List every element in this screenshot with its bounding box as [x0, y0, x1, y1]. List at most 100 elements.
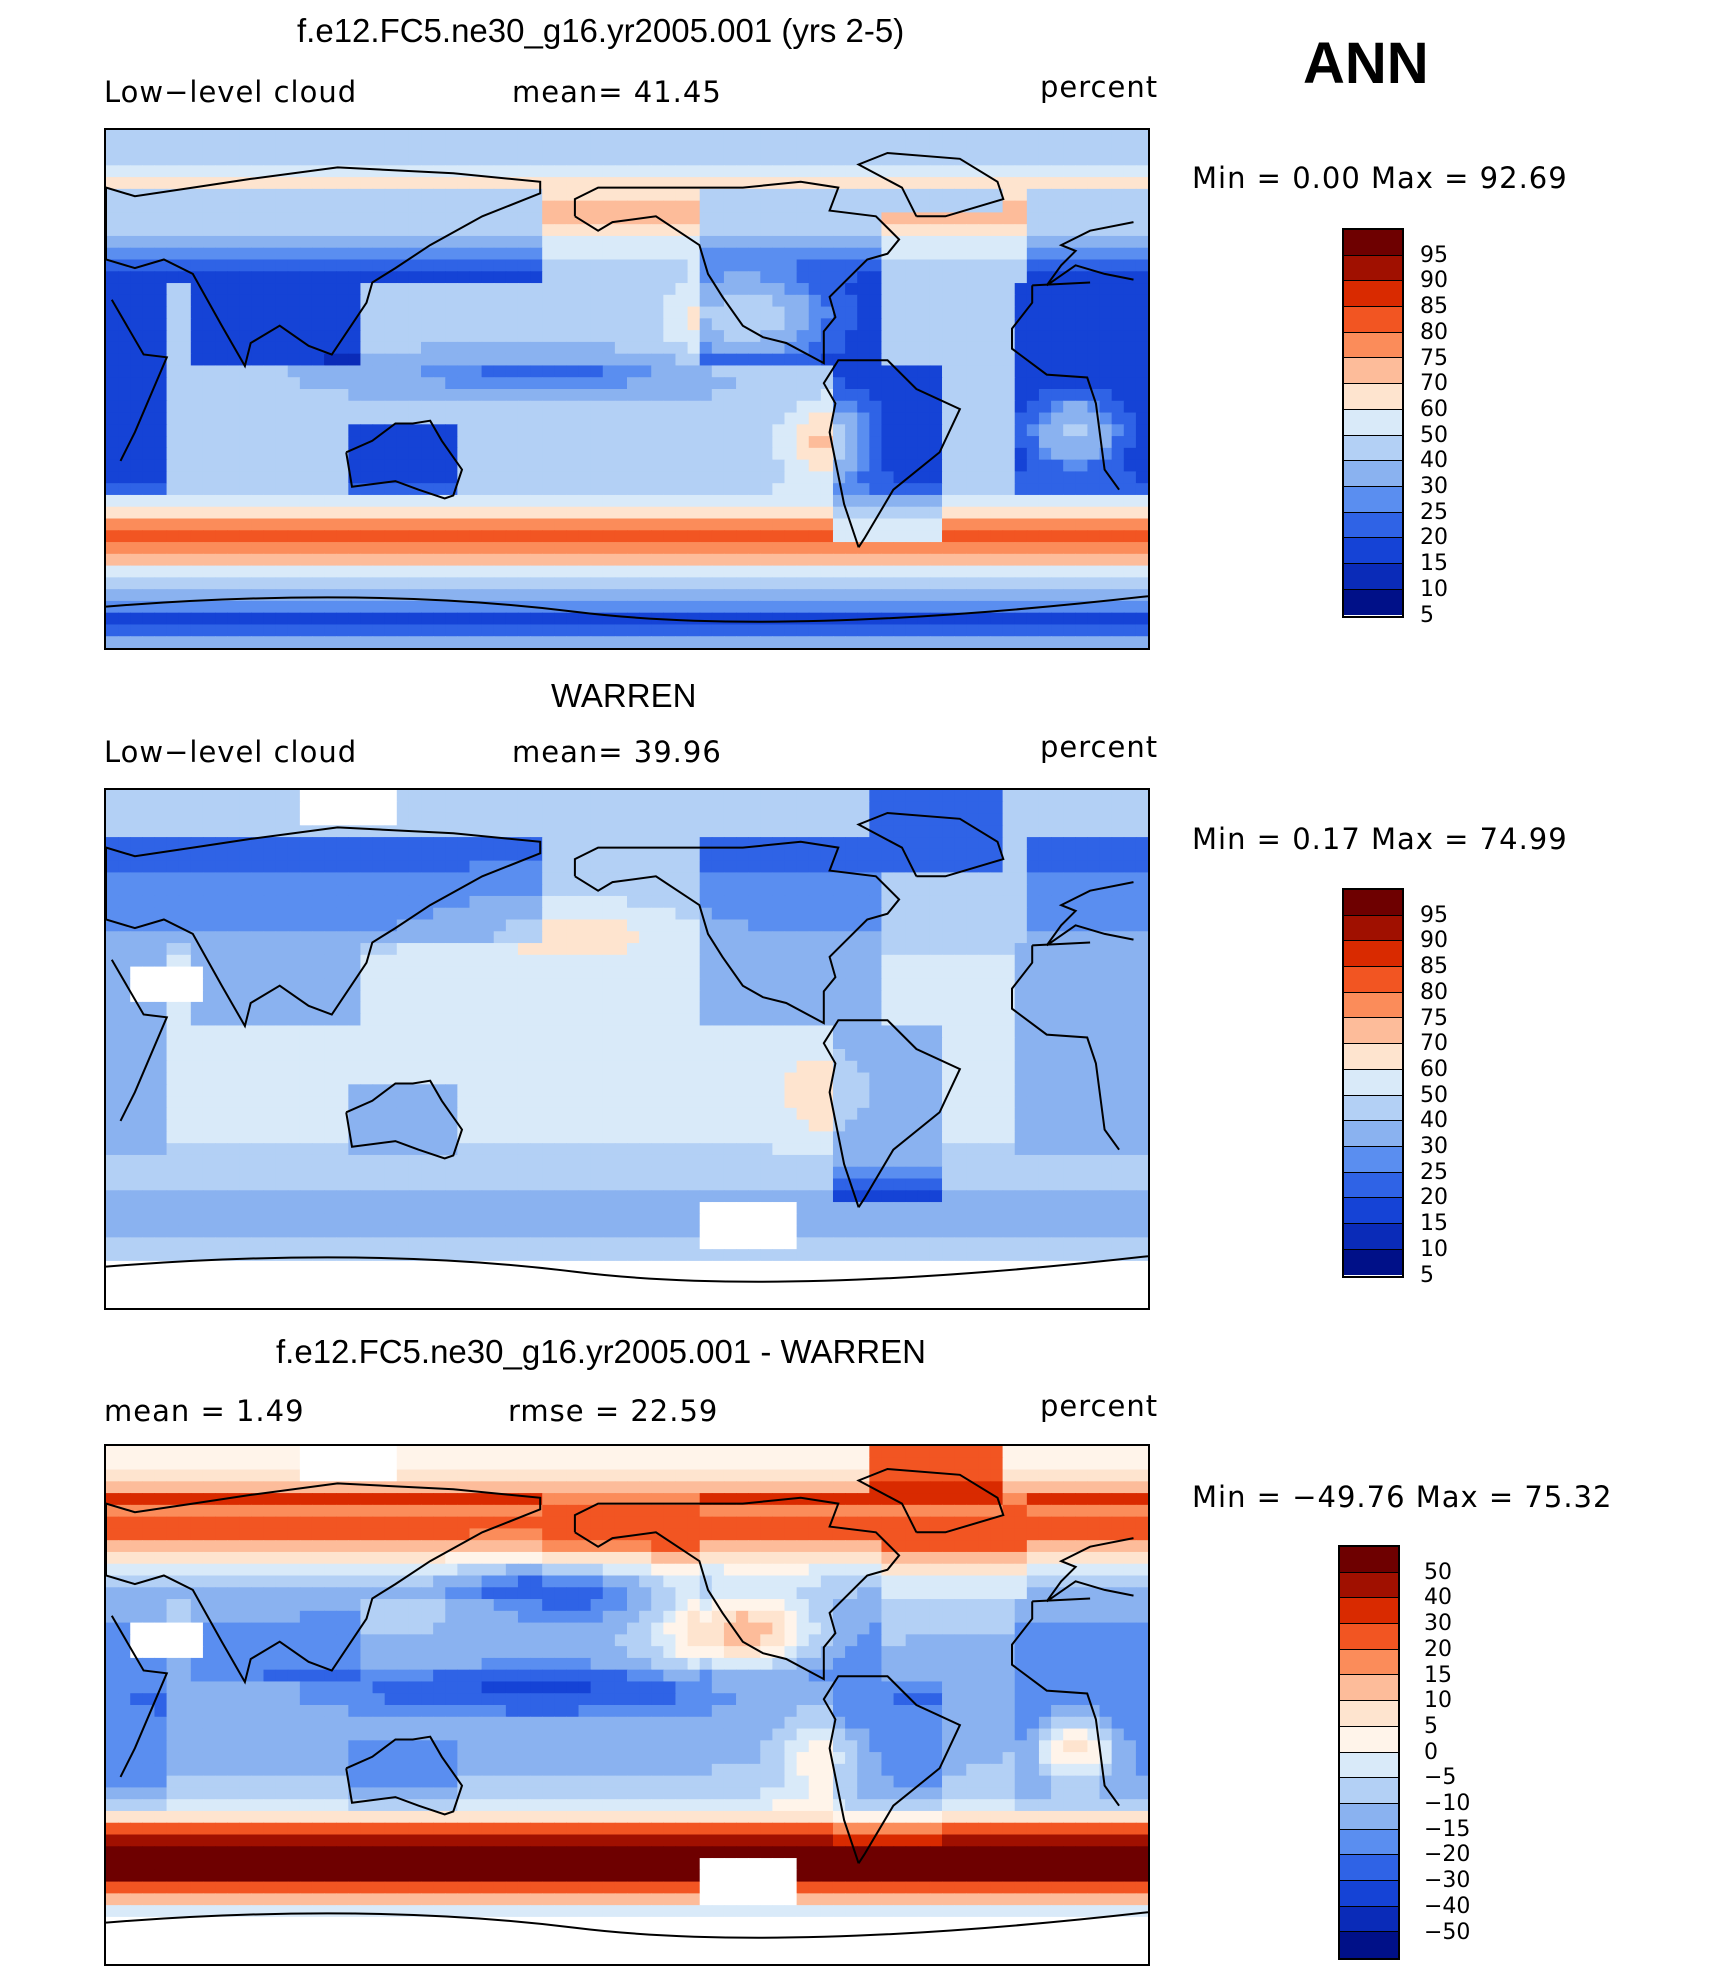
map-grid-cell	[360, 872, 373, 884]
map-grid-cell	[239, 142, 252, 154]
map-grid-cell	[421, 790, 434, 802]
map-grid-cell	[1027, 424, 1040, 436]
map-grid-cell	[724, 130, 737, 142]
map-grid-cell	[930, 931, 943, 943]
map-grid-cell	[760, 814, 773, 826]
map-grid-cell	[348, 790, 361, 802]
map-grid-cell	[469, 507, 482, 519]
map-grid-cell	[566, 613, 579, 625]
map-grid-cell	[506, 295, 519, 307]
map-grid-cell	[1087, 248, 1100, 260]
map-grid-cell	[264, 837, 277, 849]
map-grid-cell	[482, 790, 495, 802]
map-grid-cell	[1039, 177, 1052, 189]
map-grid-cell	[797, 377, 810, 389]
map-grid-cell	[990, 154, 1003, 166]
map-grid-cell	[191, 365, 204, 377]
map-grid-cell	[264, 201, 277, 213]
map-grid-cell	[627, 154, 640, 166]
map-grid-cell	[251, 212, 264, 224]
map-grid-cell	[954, 307, 967, 319]
map-grid-cell	[942, 896, 955, 908]
map-grid-cell	[288, 177, 301, 189]
map-grid-cell	[1027, 542, 1040, 554]
map-grid-cell	[482, 908, 495, 920]
map-grid-cell	[227, 436, 240, 448]
map-grid-cell	[264, 342, 277, 354]
map-grid-cell	[1039, 330, 1052, 342]
map-grid-cell	[154, 401, 167, 413]
panel-2-title: WARREN	[551, 677, 696, 715]
map-grid-cell	[1063, 330, 1076, 342]
map-grid-cell	[142, 872, 155, 884]
map-grid-cell	[639, 577, 652, 589]
map-grid-cell	[288, 636, 301, 648]
map-grid-cell	[1075, 212, 1088, 224]
map-grid-cell	[288, 212, 301, 224]
map-grid-cell	[579, 154, 592, 166]
map-grid-cell	[821, 837, 834, 849]
map-grid-cell	[191, 295, 204, 307]
map-grid-cell	[603, 354, 616, 366]
map-grid-cell	[881, 825, 894, 837]
map-grid-cell	[385, 189, 398, 201]
colorbar-segment	[1344, 281, 1402, 307]
map-grid-cell	[421, 401, 434, 413]
map-grid-cell	[639, 908, 652, 920]
map-grid-cell	[397, 248, 410, 260]
map-grid-cell	[821, 307, 834, 319]
map-grid-cell	[954, 908, 967, 920]
map-grid-cell	[869, 401, 882, 413]
map-grid-cell	[542, 861, 555, 873]
map-grid-cell	[336, 154, 349, 166]
map-grid-cell	[373, 790, 386, 802]
map-grid-cell	[482, 943, 495, 955]
map-grid-cell	[736, 483, 749, 495]
map-grid-cell	[312, 142, 325, 154]
map-grid-cell	[239, 554, 252, 566]
map-grid-cell	[1015, 495, 1028, 507]
map-grid-cell	[518, 142, 531, 154]
map-grid-cell	[736, 330, 749, 342]
map-grid-cell	[1003, 920, 1016, 932]
map-grid-cell	[1112, 601, 1125, 613]
map-grid-cell	[554, 295, 567, 307]
map-grid-cell	[651, 542, 664, 554]
map-grid-cell	[1015, 401, 1028, 413]
map-grid-cell	[894, 814, 907, 826]
map-grid-cell	[833, 389, 846, 401]
map-grid-cell	[324, 908, 337, 920]
map-grid-cell	[542, 837, 555, 849]
map-grid-cell	[1100, 330, 1113, 342]
map-grid-cell	[421, 318, 434, 330]
map-grid-cell	[251, 248, 264, 260]
map-grid-cell	[167, 896, 180, 908]
map-grid-cell	[360, 354, 373, 366]
map-grid-cell	[906, 908, 919, 920]
map-grid-cell	[1124, 825, 1137, 837]
map-grid-cell	[736, 436, 749, 448]
map-grid-cell	[857, 283, 870, 295]
colorbar-segment	[1344, 333, 1402, 359]
map-grid-cell	[469, 330, 482, 342]
map-grid-cell	[1015, 260, 1028, 272]
map-grid-cell	[1124, 295, 1137, 307]
map-grid-cell	[845, 790, 858, 802]
map-grid-cell	[276, 589, 289, 601]
map-grid-cell	[1003, 424, 1016, 436]
map-grid-cell	[772, 825, 785, 837]
map-grid-cell	[276, 189, 289, 201]
map-grid-cell	[348, 330, 361, 342]
map-grid-cell	[1015, 295, 1028, 307]
map-grid-cell	[615, 389, 628, 401]
map-grid-cell	[748, 825, 761, 837]
map-grid-cell	[1124, 908, 1137, 920]
map-grid-cell	[421, 354, 434, 366]
map-grid-cell	[191, 330, 204, 342]
map-grid-cell	[809, 212, 822, 224]
map-grid-cell	[494, 401, 507, 413]
map-grid-cell	[688, 413, 701, 425]
map-grid-cell	[457, 566, 470, 578]
map-grid-cell	[688, 519, 701, 531]
map-grid-cell	[336, 354, 349, 366]
